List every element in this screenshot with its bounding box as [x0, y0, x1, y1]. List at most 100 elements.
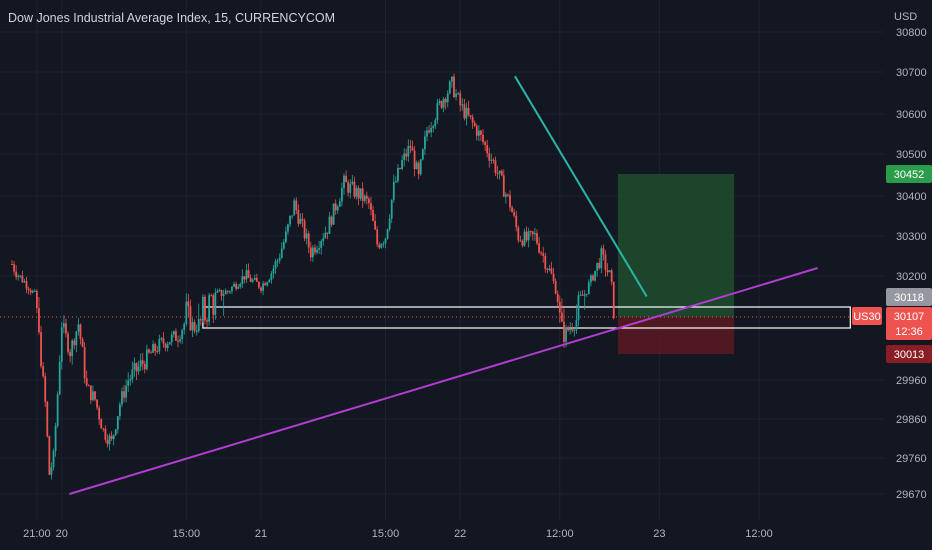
candle-body [405, 153, 408, 157]
candle-body [334, 203, 337, 211]
candle-body [521, 240, 524, 246]
zone-top-price-badge: 30118 [894, 292, 924, 304]
candle-body [81, 338, 84, 347]
candle-body [602, 248, 605, 255]
candle-body [349, 183, 352, 193]
candle-body [123, 391, 125, 398]
candle-body [181, 330, 184, 339]
time-tick-label: 22 [454, 528, 466, 540]
candle-body [351, 181, 354, 184]
candle-body [73, 340, 76, 346]
last-price-badge-bg [886, 307, 932, 340]
candle-body [255, 277, 258, 282]
candle-body [303, 220, 306, 239]
candle-body [442, 98, 445, 108]
candle-body [494, 160, 497, 174]
candle-body [397, 168, 399, 182]
candle-body [546, 268, 549, 271]
candle-body [44, 376, 47, 402]
candle-body [394, 181, 397, 183]
candle-body [318, 247, 320, 250]
candle-body [399, 168, 401, 170]
candle-body [569, 328, 572, 331]
candle-body [388, 218, 391, 230]
price-axis[interactable]: USD 30800 30700 30600 30500 30400 30300 30200 29… [884, 0, 932, 550]
candle-body [247, 270, 250, 278]
candle-body [502, 175, 505, 197]
price-tick-label: 30500 [896, 149, 927, 161]
candle-body [185, 301, 188, 324]
candle-body [54, 425, 57, 451]
candle-body [550, 268, 553, 274]
trendlines [69, 75, 818, 495]
candle-body [226, 290, 229, 292]
candle-body [353, 181, 356, 197]
candle-body [504, 194, 507, 197]
candle-body [328, 216, 331, 234]
price-tick-label: 30200 [896, 271, 927, 283]
candle-body [94, 391, 96, 400]
candle-body [58, 361, 61, 395]
candle-body [110, 435, 113, 440]
candle-body [21, 275, 24, 283]
candle-body [193, 322, 196, 332]
price-tick-label: 30700 [896, 67, 927, 79]
candle-body [446, 93, 449, 103]
candle-body [469, 115, 472, 117]
candle-body [222, 294, 225, 296]
candle-body [137, 366, 140, 372]
candle-body [363, 195, 366, 201]
candle-body [266, 282, 269, 286]
candle-body [42, 366, 45, 377]
candle-body [525, 231, 528, 241]
candle-body [204, 296, 206, 321]
candle-body [419, 159, 422, 175]
candle-body [571, 328, 574, 331]
candle-body [170, 334, 173, 343]
candle-body [98, 407, 101, 420]
candle-body [361, 188, 364, 201]
candle-body [214, 292, 217, 315]
candle-body [434, 120, 437, 126]
candle-body [440, 101, 443, 108]
candle-body [438, 101, 441, 104]
candle-body [417, 162, 420, 175]
candle-body [199, 319, 202, 321]
candle-body [131, 369, 134, 380]
candle-body [455, 93, 457, 98]
candle-body [92, 391, 94, 401]
candle-body [183, 323, 186, 331]
candle-body [598, 262, 601, 269]
candle-body [540, 252, 543, 254]
candle-body [135, 363, 138, 372]
candle-body [475, 125, 478, 136]
candle-body [347, 182, 350, 193]
candle-body [278, 257, 281, 261]
candle-body [592, 275, 594, 281]
candle-body [523, 231, 526, 246]
candle-body [216, 290, 219, 293]
candle-body [139, 360, 142, 367]
candle-body [488, 153, 491, 161]
candle-body [594, 270, 596, 281]
time-axis[interactable]: 21:00 20 15:00 21 15:00 22 12:00 23 12:00 [0, 520, 884, 550]
candle-body [305, 233, 308, 239]
candle-body [527, 231, 530, 241]
candle-body [27, 288, 30, 291]
time-tick-label: 12:00 [745, 528, 773, 540]
candle-body [285, 231, 287, 243]
candle-body [33, 290, 36, 292]
candle-body [459, 93, 462, 106]
candle-body [529, 231, 532, 233]
candle-body [457, 93, 460, 95]
candle-body [164, 343, 167, 348]
candle-body [106, 439, 109, 445]
candle-body [162, 338, 165, 344]
candle-body [513, 212, 516, 216]
candle-body [212, 295, 215, 315]
candle-body [567, 327, 569, 331]
candle-body [374, 221, 377, 230]
candle-body [596, 262, 599, 271]
candle-body [274, 261, 277, 269]
